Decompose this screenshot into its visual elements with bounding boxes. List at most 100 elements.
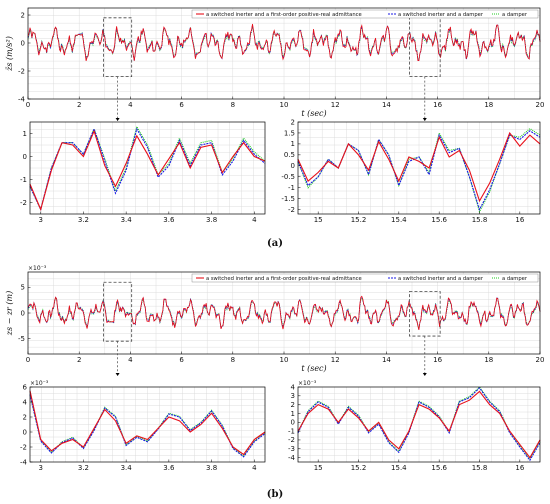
y-tick-label: -4	[18, 95, 26, 103]
y-tick-label: 5	[21, 284, 25, 292]
y-tick-label: 0	[23, 428, 27, 436]
axes-frame	[297, 386, 541, 463]
series-red	[27, 23, 541, 62]
x-tick-label: 3.6	[163, 464, 175, 472]
x-tick-label: 8	[231, 356, 235, 364]
legend-label: a switched inerter and a damper	[398, 12, 484, 18]
x-tick-label: 0	[26, 101, 30, 109]
legend-label: a switched inerter and a damper	[398, 276, 484, 282]
series-red	[297, 390, 541, 459]
x-tick-label: 10	[280, 356, 289, 364]
series-green	[29, 394, 266, 457]
zoom-arrowhead	[422, 118, 427, 121]
x-tick-label: 6	[179, 356, 184, 364]
x-tick-label: 15.2	[351, 464, 367, 472]
panel-a-zoom1: 3 3.2 3.4 3.6 3.8 4 -2 -1 0 1	[20, 121, 266, 224]
zoom-box	[103, 281, 133, 342]
y-tick-label: -4	[288, 454, 296, 462]
y-tick-label: -2	[20, 443, 27, 451]
series-red	[27, 295, 541, 330]
y-axis-label: z̈s (m/s²)	[5, 36, 14, 72]
y-tick-label: 0.5	[284, 151, 295, 159]
zoom-arrowhead	[422, 373, 427, 376]
y-tick-label: 3	[291, 392, 295, 400]
x-tick-label: 16	[515, 464, 524, 472]
x-axis-label: t (sec)	[301, 109, 326, 118]
y-tick-label: 6	[23, 383, 28, 391]
y-tick-label: -3	[288, 445, 295, 453]
y-tick-label: 1	[23, 130, 27, 138]
x-tick-label: 16	[433, 356, 442, 364]
x-tick-label: 4	[252, 216, 257, 224]
x-tick-label: 4	[128, 101, 133, 109]
legend-box	[191, 9, 539, 19]
x-tick-label: 3.4	[121, 216, 133, 224]
x-tick-label: 12	[331, 356, 340, 364]
x-tick-label: 3	[38, 464, 42, 472]
x-tick-label: 3.8	[206, 464, 217, 472]
y-tick-label: -2	[288, 436, 295, 444]
y-axis-label: zs − zr (m)	[5, 291, 14, 337]
x-tick-label: 3.4	[121, 464, 133, 472]
x-tick-label: 18	[484, 356, 493, 364]
x-tick-label: 14	[382, 356, 391, 364]
x-tick-label: 10	[280, 101, 289, 109]
x-tick-label: 15	[314, 464, 323, 472]
series-blue	[29, 127, 266, 212]
x-tick-label: 20	[536, 356, 545, 364]
legend: a switched inerter and a first-order pos…	[191, 9, 539, 19]
x-tick-label: 15.6	[431, 216, 447, 224]
x-tick-label: 15.6	[431, 464, 447, 472]
panel-a-zoom2: 15 15.2 15.4 15.6 15.8 16 -2 -1.5 -1 -0.5 0 0.5 1 1.5…	[281, 118, 541, 224]
y-tick-label: 4	[23, 398, 28, 406]
x-axis-label: t (sec)	[301, 364, 326, 373]
x-tick-label: 3.2	[78, 464, 89, 472]
x-tick-label: 3.8	[206, 216, 217, 224]
x-tick-label: 15.8	[472, 216, 488, 224]
y-tick-label: 4	[291, 383, 296, 391]
series-red	[297, 131, 541, 203]
y-tick-label: 2	[21, 11, 25, 19]
y-tick-label: -2	[288, 206, 295, 214]
y-tick-label: -1.5	[281, 195, 295, 203]
y-tick-label: 1.5	[284, 129, 295, 137]
x-tick-label: 15.4	[391, 216, 407, 224]
x-tick-label: 15	[314, 216, 323, 224]
y-tick-label: -2	[20, 199, 27, 207]
legend-label: a switched inerter and a first-order pos…	[206, 12, 362, 18]
y-tick-label: 2	[291, 401, 295, 409]
caption-a: (a)	[267, 238, 283, 249]
legend-box	[191, 273, 539, 283]
x-tick-label: 6	[179, 101, 184, 109]
x-tick-label: 2	[77, 101, 81, 109]
y-tick-label: 0	[21, 39, 25, 47]
legend-label: a switched inerter and a first-order pos…	[206, 276, 362, 282]
x-tick-label: 18	[484, 101, 493, 109]
x-tick-label: 3	[38, 216, 42, 224]
y-tick-label: -1	[288, 427, 295, 435]
x-tick-label: 2	[77, 356, 81, 364]
x-tick-label: 12	[331, 101, 340, 109]
axes-frame	[29, 121, 266, 215]
zoom-arrowhead	[115, 118, 120, 121]
x-tick-label: 16	[433, 101, 442, 109]
x-tick-label: 8	[231, 101, 235, 109]
panel-b-main: 0 2 4 6 8 10 12 14 16 18 20 -5 0 5 ×10⁻³ t (sec) zs − zr…	[5, 265, 544, 376]
y-tick-label: -2	[18, 67, 25, 75]
y-exponent: ×10⁻³	[298, 380, 317, 387]
series-red	[29, 129, 266, 212]
x-tick-label: 16	[515, 216, 524, 224]
panel-a-main: 0 2 4 6 8 10 12 14 16 18 20 -4 -2 0 2 t (sec) z̈s (m/s²)…	[5, 7, 544, 121]
panel-b-zoom1: 3 3.2 3.4 3.6 3.8 4 -4 -2 0 2 4 6 ×10⁻³	[20, 380, 266, 472]
axes-frame	[297, 121, 541, 215]
x-tick-label: 4	[252, 464, 257, 472]
x-tick-label: 15.4	[391, 464, 407, 472]
x-tick-label: 15.2	[351, 216, 367, 224]
y-exponent: ×10⁻³	[28, 265, 47, 272]
x-tick-label: 14	[382, 101, 391, 109]
y-tick-label: 2	[23, 413, 27, 421]
axes-frame	[29, 386, 266, 463]
y-tick-label: 1	[291, 410, 295, 418]
